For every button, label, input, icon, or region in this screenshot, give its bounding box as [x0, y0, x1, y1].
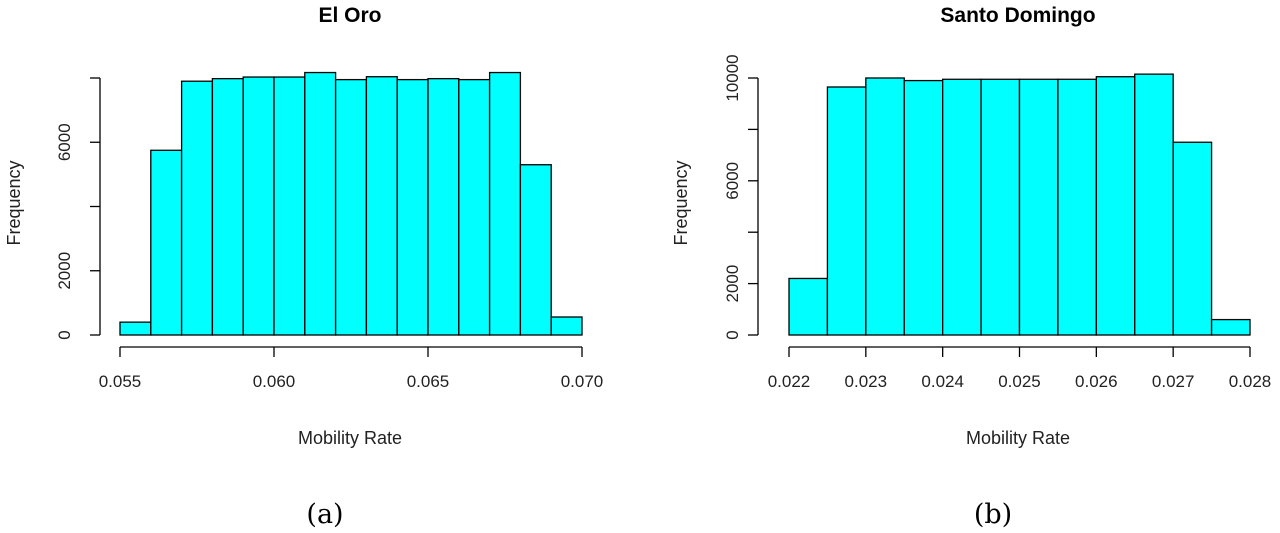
histogram-panel-a: El Oro 0.055 0.060 0.065 0.070 0 2000 6000 Mo… — [4, 4, 603, 530]
histogram-bar — [396, 78, 429, 336]
x-axis: 0.055 0.060 0.065 0.070 — [99, 346, 604, 391]
panel-caption: (a) — [306, 499, 343, 530]
histogram-bar — [1172, 141, 1213, 336]
x-tick-label: 0.023 — [845, 372, 888, 391]
histogram-bar — [1210, 318, 1251, 336]
histogram-bar — [550, 316, 583, 336]
x-tick-label: 0.024 — [921, 372, 964, 391]
y-axis: 0 2000 6000 — [55, 77, 101, 340]
histogram-bar — [242, 76, 275, 336]
x-tick-label: 0.022 — [768, 372, 811, 391]
histogram-bar — [1018, 78, 1059, 336]
histogram-bar — [826, 86, 867, 336]
x-axis: 0.022 0.023 0.024 0.025 0.026 0.027 0.028 — [768, 346, 1272, 391]
y-tick-label: 6000 — [723, 162, 742, 200]
histogram-bar — [334, 78, 368, 336]
histogram-bar — [788, 277, 829, 336]
x-axis-label: Mobility Rate — [298, 428, 402, 448]
histogram-bar — [1134, 73, 1174, 336]
y-tick-label: 6000 — [55, 123, 74, 161]
y-axis-label: Frequency — [671, 160, 691, 245]
histogram-bar — [211, 77, 244, 336]
histogram-bar — [865, 77, 905, 336]
y-tick-label: 10000 — [723, 54, 742, 101]
histogram-bar — [903, 79, 944, 336]
histogram-bar — [273, 76, 306, 336]
histogram-bar — [488, 71, 522, 336]
histogram-bar — [150, 149, 183, 336]
histogram-bar — [427, 77, 460, 336]
histogram-bar — [1057, 78, 1097, 336]
x-axis-label: Mobility Rate — [966, 428, 1070, 448]
histogram-bar — [980, 78, 1021, 336]
x-tick-label: 0.055 — [99, 372, 142, 391]
y-tick-label: 2000 — [55, 252, 74, 290]
histogram-bar — [519, 164, 552, 336]
x-tick-label: 0.026 — [1075, 372, 1118, 391]
histogram-bar — [942, 78, 982, 336]
x-tick-label: 0.025 — [998, 372, 1041, 391]
histogram-bar — [304, 71, 337, 336]
histogram-bar — [1095, 76, 1136, 336]
histogram-bar — [365, 76, 398, 336]
bar-group — [119, 71, 583, 336]
x-tick-label: 0.028 — [1229, 372, 1272, 391]
y-axis-label: Frequency — [4, 160, 24, 245]
x-tick-label: 0.027 — [1152, 372, 1195, 391]
y-tick-label: 2000 — [723, 265, 742, 303]
chart-title: El Oro — [318, 4, 381, 27]
panel-caption: (b) — [974, 499, 1012, 530]
histogram-bar — [119, 321, 152, 336]
y-tick-label: 0 — [55, 330, 74, 339]
chart-title: Santo Domingo — [940, 4, 1095, 27]
y-tick-label: 0 — [723, 330, 742, 339]
x-tick-label: 0.065 — [407, 372, 450, 391]
histogram-bar — [180, 80, 214, 336]
histogram-bar — [458, 78, 491, 336]
x-tick-label: 0.070 — [561, 372, 604, 391]
histogram-panel-b: Santo Domingo 0.022 0.023 0.024 0.025 0.026 0… — [671, 4, 1271, 530]
bar-group — [788, 73, 1251, 336]
x-tick-label: 0.060 — [253, 372, 296, 391]
y-axis: 0 2000 6000 10000 — [723, 54, 759, 340]
